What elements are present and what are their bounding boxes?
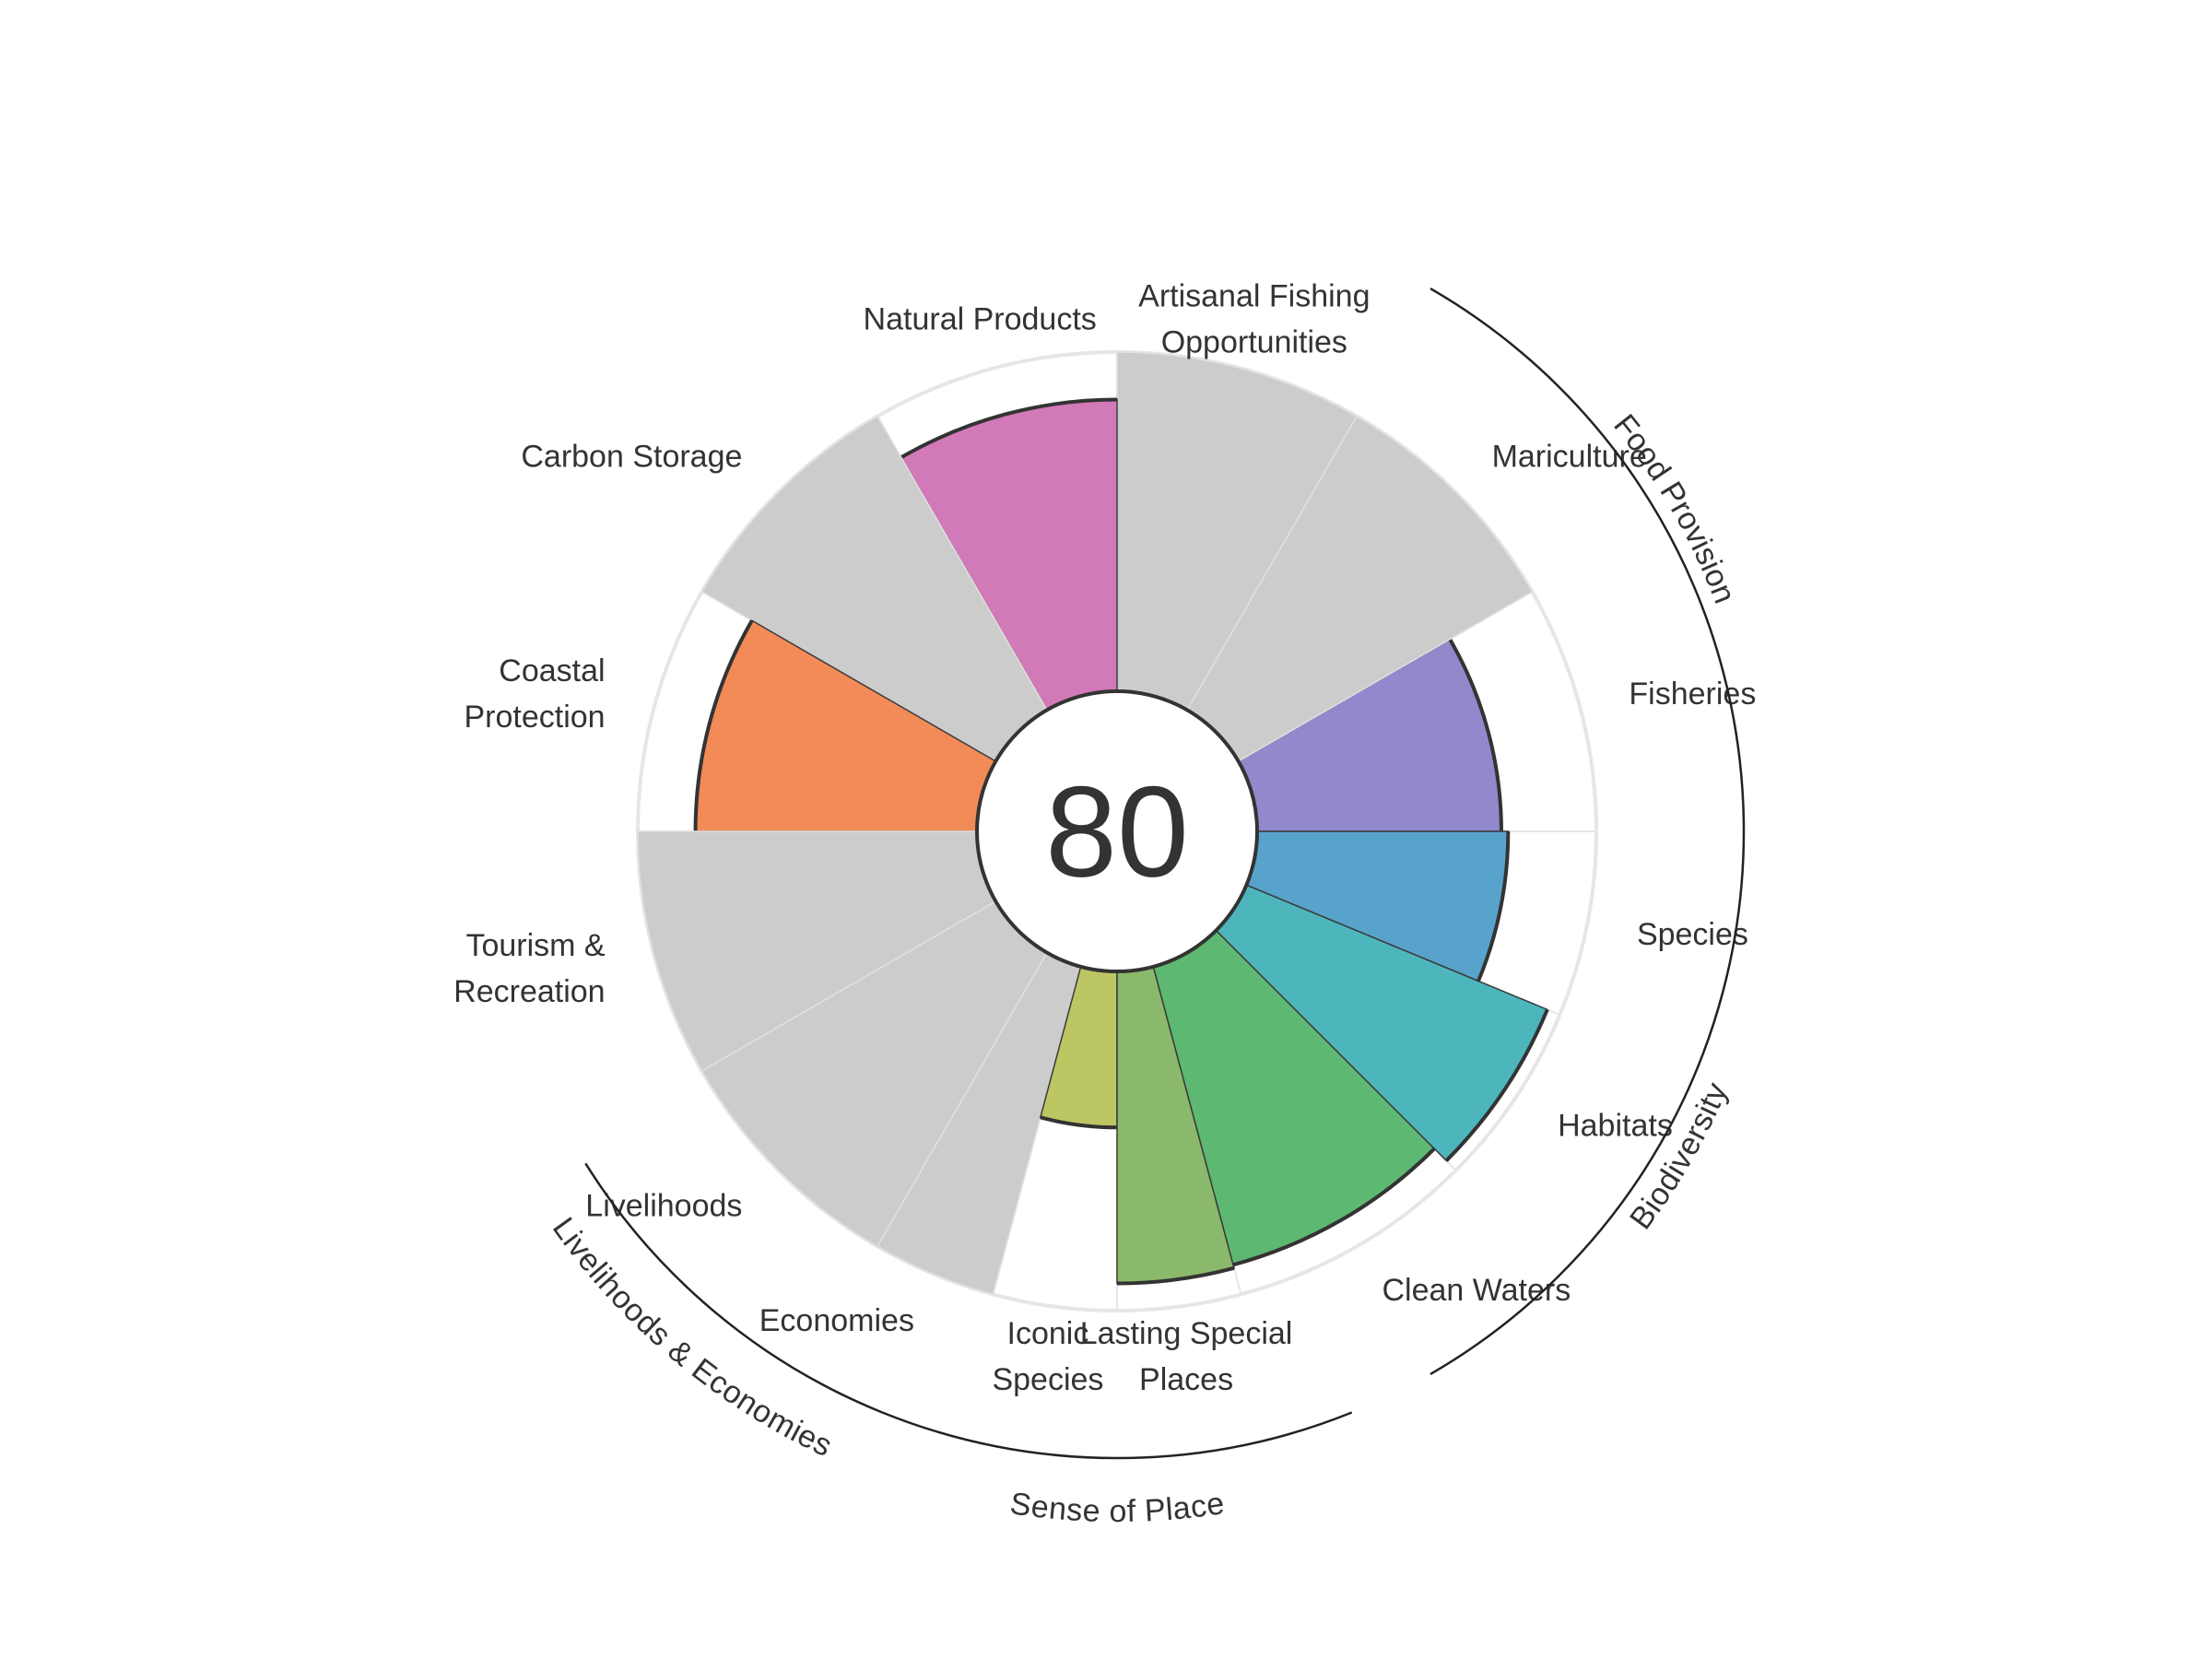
- livelihoods-label-line: Livelihoods: [585, 1189, 742, 1224]
- artisanal_fishing-label-line: Artisanal Fishing: [1138, 279, 1370, 314]
- lasting_special_places-label-line: Lasting Special: [1080, 1316, 1293, 1351]
- habitats-label: Habitats: [1558, 1108, 1673, 1143]
- group-arc: [584, 1162, 883, 1414]
- iconic_species-label: Iconic Species: [992, 1316, 1103, 1397]
- iconic_species-label-line: Species: [992, 1362, 1103, 1397]
- livelihoods-label: Livelihoods: [585, 1189, 742, 1224]
- coastal_protection-petal-edge: [693, 619, 754, 832]
- artisanal_fishing-label-line: Opportunities: [1161, 325, 1347, 360]
- group-arc: [1430, 830, 1746, 1375]
- coastal_protection-label: Coastal Protection: [464, 653, 605, 735]
- clean_waters-petal-edge: [1232, 1147, 1436, 1267]
- mariculture-label-line: Mariculture: [1492, 439, 1647, 474]
- tourism-label-line: Tourism &: [465, 928, 605, 963]
- coastal_protection-label-line: Coastal: [499, 653, 605, 688]
- petal-labels: Fisheries Mariculture Artisanal Fishing Opp…: [453, 279, 1756, 1397]
- natural_products-label: Natural Products: [864, 302, 1097, 337]
- lasting_special_places-petal-edge: [1116, 1265, 1235, 1286]
- fisheries-label-line: Fisheries: [1629, 677, 1756, 712]
- habitats-petal-edge: [1444, 1008, 1549, 1162]
- fisheries-petal-edge: [1448, 638, 1503, 832]
- species-petal-edge: [1477, 830, 1511, 982]
- center-score: 80: [1045, 759, 1189, 904]
- group-label: Sense of Place: [1007, 1486, 1226, 1529]
- coastal_protection-label-line: Protection: [464, 700, 605, 735]
- center-circle: [975, 689, 1259, 973]
- group-label: Biodiversity: [1623, 1077, 1735, 1236]
- carbon_storage-label-line: Carbon Storage: [521, 439, 742, 474]
- carbon_storage-label: Carbon Storage: [521, 439, 742, 474]
- iconic_species-petal-edge: [1040, 1115, 1118, 1130]
- lasting_special_places-label-line: Places: [1139, 1362, 1233, 1397]
- lasting_special_places-label: Lasting Special Places: [1080, 1316, 1293, 1397]
- tourism-label: Tourism & Recreation: [453, 928, 606, 1009]
- artisanal_fishing-label: Artisanal Fishing Opportunities: [1138, 279, 1370, 360]
- economies-label-line: Economies: [759, 1303, 914, 1338]
- group-label: Food Provision: [1606, 408, 1742, 608]
- iconic_species-label-line: Iconic: [1007, 1316, 1089, 1351]
- group-arc: [881, 1411, 1353, 1460]
- economies-label: Economies: [759, 1303, 914, 1338]
- species-label-line: Species: [1637, 917, 1748, 952]
- species-label: Species: [1637, 917, 1748, 952]
- natural_products-petal-edge: [900, 397, 1118, 460]
- tourism-label-line: Recreation: [453, 974, 605, 1009]
- mariculture-label: Mariculture: [1492, 439, 1647, 474]
- petals: [637, 351, 1549, 1296]
- group-arc: [1430, 288, 1746, 832]
- clean_waters-label-line: Clean Waters: [1382, 1273, 1571, 1308]
- clean_waters-label: Clean Waters: [1382, 1273, 1571, 1308]
- habitats-label-line: Habitats: [1558, 1108, 1673, 1143]
- fisheries-label: Fisheries: [1629, 677, 1756, 712]
- natural_products-label-line: Natural Products: [864, 302, 1097, 337]
